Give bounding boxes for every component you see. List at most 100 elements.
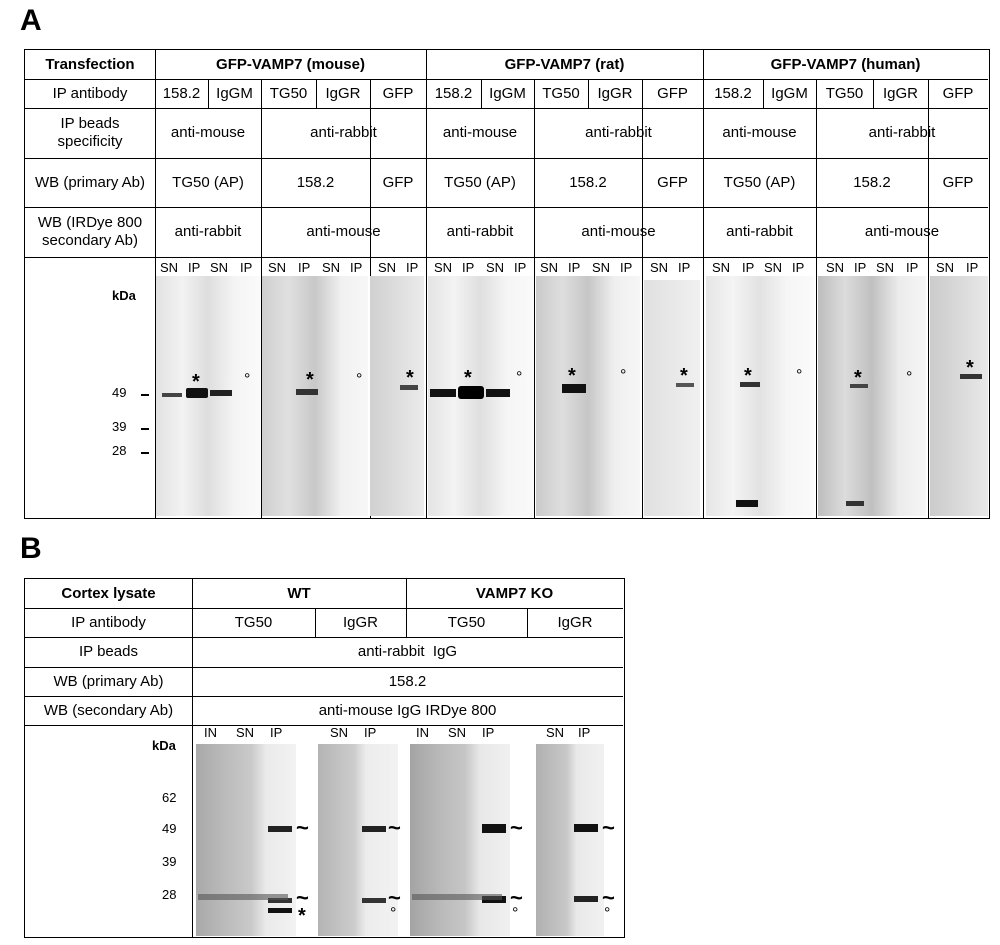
- band: [400, 385, 418, 390]
- lane-label: IP: [270, 725, 283, 740]
- band: [486, 389, 510, 397]
- circle-mark: °: [512, 905, 519, 922]
- wb-primary-cell: TG50 (AP): [444, 173, 516, 191]
- blot-image: [536, 744, 604, 936]
- star-mark: *: [680, 365, 688, 387]
- mw-marker-49: 49: [112, 385, 127, 400]
- ip-ab-cell: TG50: [234, 613, 273, 631]
- lane-label: IP: [188, 260, 201, 275]
- mw-marker-39: 39: [112, 419, 127, 434]
- band: [198, 894, 288, 900]
- panel-b-letter: B: [20, 532, 42, 565]
- mw-marker-62: 62: [162, 790, 177, 805]
- lane-label: IP: [350, 260, 363, 275]
- lane-label: SN: [434, 260, 453, 275]
- lane-label: SN: [210, 260, 229, 275]
- lane-label: IP: [854, 260, 867, 275]
- row-label-ip-beads: IP beads specificity: [57, 115, 123, 150]
- circle-mark: °: [390, 905, 397, 922]
- band: [362, 898, 386, 903]
- lane-label: SN: [160, 260, 179, 275]
- star-mark: *: [854, 367, 862, 389]
- lane-label: IP: [240, 260, 253, 275]
- lane-label: IP: [462, 260, 475, 275]
- band: [574, 824, 598, 832]
- lane-label: SN: [650, 260, 669, 275]
- row-label-wb-secondary: WB (IRDye 800 secondary Ab): [37, 214, 143, 249]
- band: [268, 826, 292, 832]
- blot-image: [818, 276, 926, 516]
- tilde-mark: ~: [296, 885, 309, 910]
- row-label-cortex: Cortex lysate: [61, 584, 156, 602]
- band: [458, 386, 484, 399]
- ip-ab-cell: IgGR: [597, 84, 633, 102]
- blot-image: [706, 276, 814, 516]
- lane-label: IP: [906, 260, 919, 275]
- group-header-mouse: GFP-VAMP7 (mouse): [216, 55, 365, 73]
- wb-primary-cell: 158.2: [296, 173, 335, 191]
- lane-label: SN: [592, 260, 611, 275]
- lane-label: IP: [364, 725, 377, 740]
- band: [362, 826, 386, 832]
- band: [210, 390, 232, 396]
- lane-label: IN: [416, 725, 429, 740]
- kda-label: kDa: [152, 738, 176, 753]
- lane-label: IP: [966, 260, 979, 275]
- row-label-ip-beads: IP beads: [79, 643, 138, 660]
- mw-tick: [141, 394, 149, 396]
- group-header-rat: GFP-VAMP7 (rat): [504, 55, 625, 73]
- panel-a-table: Transfection IP antibody IP beads specif…: [24, 49, 990, 519]
- beads-cell: anti-mouse: [170, 124, 246, 141]
- panel-a-letter: A: [20, 4, 42, 37]
- lane-label: SN: [936, 260, 955, 275]
- blot-image: [196, 744, 296, 936]
- band: [960, 374, 982, 379]
- blot-image: [318, 744, 398, 936]
- star-mark: *: [464, 367, 472, 389]
- wb-secondary-cell: anti-mouse IgG IRDye 800: [318, 701, 497, 719]
- lane-label: SN: [826, 260, 845, 275]
- wb-primary-cell: GFP: [382, 173, 414, 191]
- mw-marker-28: 28: [162, 887, 177, 902]
- circle-mark: °: [620, 367, 627, 384]
- group-header-human: GFP-VAMP7 (human): [770, 55, 921, 73]
- lane-label: SN: [268, 260, 287, 275]
- wb-primary-cell: GFP: [657, 173, 688, 191]
- lane-label: SN: [330, 725, 349, 740]
- band: [296, 389, 318, 395]
- band: [162, 393, 182, 397]
- ip-ab-cell: GFP: [942, 84, 974, 102]
- ip-ab-cell: TG50: [825, 84, 864, 102]
- mw-marker-39: 39: [162, 854, 177, 869]
- tilde-mark: ~: [296, 815, 309, 840]
- ip-ab-cell: IgGM: [216, 84, 253, 102]
- band: [736, 500, 758, 507]
- blot-image: [410, 744, 510, 936]
- blot-image: [262, 276, 368, 516]
- band: [268, 908, 292, 913]
- lane-label: IP: [482, 725, 495, 740]
- tilde-mark: ~: [602, 815, 615, 840]
- lane-label: SN: [764, 260, 783, 275]
- band: [846, 501, 864, 506]
- beads-cell: anti-rabbit: [868, 124, 936, 141]
- mw-marker-28: 28: [112, 443, 127, 458]
- star-mark: *: [298, 905, 306, 927]
- tilde-mark: ~: [510, 815, 523, 840]
- circle-mark: °: [906, 369, 913, 386]
- band: [562, 384, 586, 393]
- wb-primary-cell: GFP: [942, 173, 974, 191]
- beads-cell: anti-rabbit: [585, 124, 652, 141]
- ip-ab-cell: 158.2: [714, 84, 752, 102]
- ip-ab-cell: IgGR: [557, 613, 593, 631]
- row-label-ip-antibody: IP antibody: [52, 84, 128, 102]
- tilde-mark: ~: [602, 885, 615, 910]
- star-mark: *: [306, 369, 314, 391]
- lane-label: SN: [236, 725, 255, 740]
- band: [740, 382, 760, 387]
- circle-mark: °: [356, 371, 363, 388]
- blot-image: [370, 276, 424, 516]
- tilde-mark: ~: [388, 815, 401, 840]
- band: [412, 894, 502, 900]
- band: [574, 896, 598, 902]
